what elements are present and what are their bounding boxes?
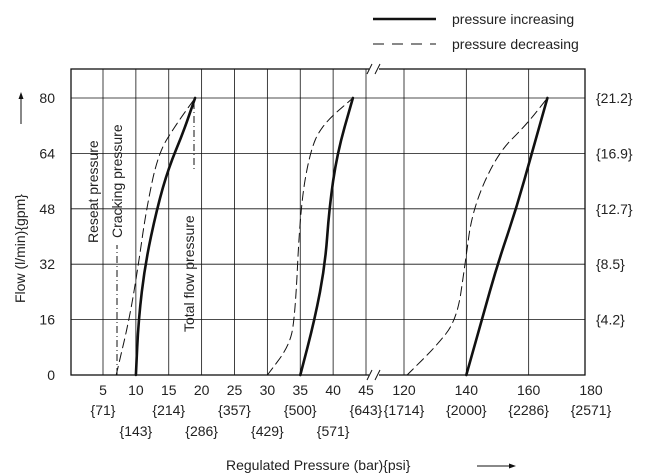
x-tick-label: 45 — [358, 382, 374, 398]
series-line-decreasing — [406, 97, 548, 376]
x-tick-labels: 5 10 15 20 25 30 35 40 45 120 140 160 180 — [99, 382, 603, 398]
x-tick-label: 40 — [325, 382, 341, 398]
y-tick-label: 64 — [39, 145, 55, 161]
series-line-increasing — [465, 96, 549, 377]
annotation-cracking-pressure: Cracking pressure — [109, 124, 125, 238]
psi-label-lower: {429} — [251, 423, 284, 439]
psi-tick-labels: {71} {214} {357} {500} {643} {1714} {2000} {228… — [91, 402, 612, 439]
axis-break-slash — [366, 369, 373, 381]
psi-label-upper: {643} — [350, 402, 383, 418]
y-axis-title: Flow (l/min){gpm} — [12, 194, 28, 303]
annotation-total-flow-pressure: Total flow pressure — [181, 215, 197, 332]
annotation-reseat-pressure: Reseat pressure — [85, 140, 101, 243]
axis-break-marks — [366, 63, 381, 381]
y-right-tick-label: {4.2} — [596, 312, 625, 328]
axis-break-gap — [369, 63, 379, 75]
psi-label-lower: {571} — [317, 423, 350, 439]
axis-break-slash — [374, 369, 381, 381]
psi-label-lower: {286} — [185, 423, 218, 439]
psi-label-upper: {71} — [91, 402, 116, 418]
y-tick-label: 48 — [39, 201, 55, 217]
x-tick-label: 10 — [128, 382, 144, 398]
y-right-tick-labels: {4.2} {8.5} {12.7} {16.9} {21.2} — [596, 90, 633, 328]
x-tick-label: 20 — [194, 382, 210, 398]
axis-break-slash — [374, 63, 381, 75]
psi-label-upper: {500} — [284, 402, 317, 418]
x-tick-label: 160 — [517, 382, 541, 398]
legend-decreasing-label: pressure decreasing — [452, 36, 579, 52]
series-line-increasing — [134, 96, 197, 377]
x-axis-arrow-head — [509, 463, 516, 469]
x-tick-label: 30 — [260, 382, 276, 398]
psi-label-upper: {2286} — [508, 402, 549, 418]
psi-label-upper: {2571} — [571, 402, 612, 418]
y-tick-label: 16 — [39, 312, 55, 328]
x-tick-label: 25 — [227, 382, 243, 398]
y-tick-label: 80 — [39, 90, 55, 106]
y-right-tick-label: {21.2} — [596, 90, 633, 106]
x-axis-title: Regulated Pressure (bar){psi} — [226, 457, 411, 473]
x-tick-label: 120 — [392, 382, 416, 398]
series-line-decreasing — [266, 97, 354, 376]
x-tick-label: 140 — [455, 382, 479, 398]
legend-increasing-label: pressure increasing — [452, 11, 574, 27]
y-tick-label: 32 — [39, 256, 55, 272]
series-group — [115, 96, 549, 377]
y-right-tick-label: {8.5} — [596, 256, 625, 272]
axis-break-slash — [366, 63, 373, 75]
psi-label-upper: {214} — [152, 402, 185, 418]
legend: pressure increasing pressure decreasing — [373, 11, 579, 52]
psi-label-upper: {1714} — [384, 402, 425, 418]
plot-frame — [70, 68, 586, 376]
y-tick-label: 0 — [47, 367, 55, 383]
x-tick-label: 15 — [161, 382, 177, 398]
axis-break-gap — [369, 369, 379, 381]
psi-label-lower: {143} — [120, 423, 153, 439]
y-right-tick-label: {16.9} — [596, 145, 633, 161]
x-tick-label: 5 — [99, 382, 107, 398]
grid — [71, 69, 585, 375]
x-tick-label: 35 — [292, 382, 308, 398]
y-axis-arrow-head — [18, 92, 24, 99]
y-tick-labels: 0 16 32 48 64 80 — [39, 90, 55, 383]
series-line-increasing — [299, 96, 355, 377]
y-right-tick-label: {12.7} — [596, 201, 633, 217]
series-line-decreasing — [115, 97, 196, 376]
psi-label-upper: {357} — [218, 402, 251, 418]
x-tick-label: 180 — [579, 382, 603, 398]
psi-label-upper: {2000} — [446, 402, 487, 418]
